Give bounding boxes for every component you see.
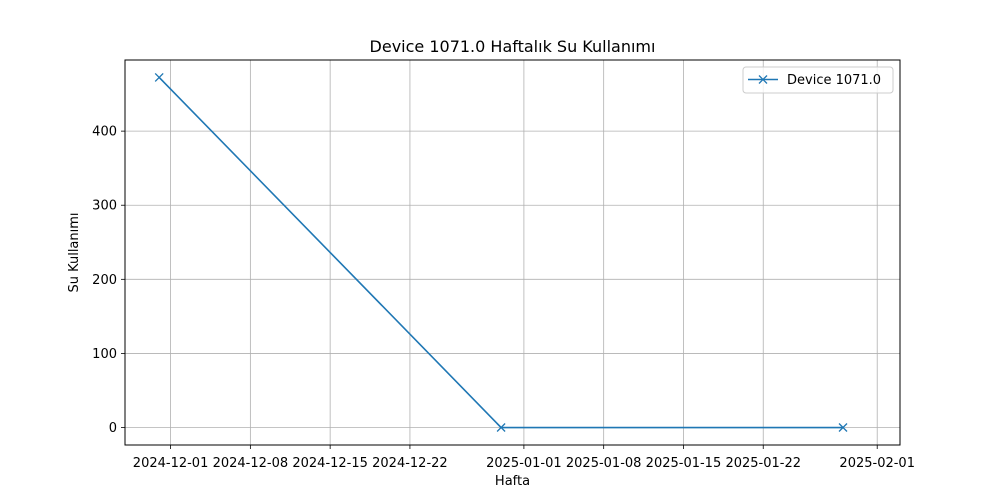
data-point-marker: [496, 423, 506, 432]
x-tick-label: 2024-12-15: [292, 456, 368, 471]
x-tick-label: 2025-01-15: [646, 456, 722, 471]
data-point-marker: [154, 72, 164, 82]
y-tick-label: 100: [92, 347, 117, 362]
chart-title: Device 1071.0 Haftalık Su Kullanımı: [370, 37, 656, 56]
legend: Device 1071.0: [742, 66, 894, 94]
x-axis-ticks: 2024-12-01 2024-12-08 2024-12-15 2024-12-22…: [133, 445, 915, 471]
y-axis-ticks: 0 100 200 300 400: [92, 125, 125, 436]
x-tick-label: 2025-01-08: [566, 456, 642, 471]
y-axis-label: Su Kullanımı: [67, 212, 82, 292]
series-layer: [154, 72, 848, 432]
y-tick-label: 200: [92, 273, 117, 288]
x-tick-label: 2024-12-01: [133, 456, 209, 471]
data-point-marker: [838, 423, 848, 432]
legend-marker-x: [758, 75, 768, 84]
legend-box: [742, 66, 894, 94]
y-tick-label: 300: [92, 199, 117, 214]
x-tick-label: 2025-01-01: [486, 456, 562, 471]
plot-area-frame: [124, 59, 901, 446]
y-tick-label: 400: [92, 125, 117, 140]
legend-label: Device 1071.0: [787, 73, 881, 88]
x-tick-label: 2025-01-22: [725, 456, 801, 471]
x-tick-label: 2024-12-22: [372, 456, 448, 471]
x-tick-label: 2025-02-01: [839, 456, 915, 471]
x-axis-label: Hafta: [495, 474, 530, 489]
y-tick-label: 0: [109, 421, 117, 436]
x-tick-label: 2024-12-08: [213, 456, 289, 471]
